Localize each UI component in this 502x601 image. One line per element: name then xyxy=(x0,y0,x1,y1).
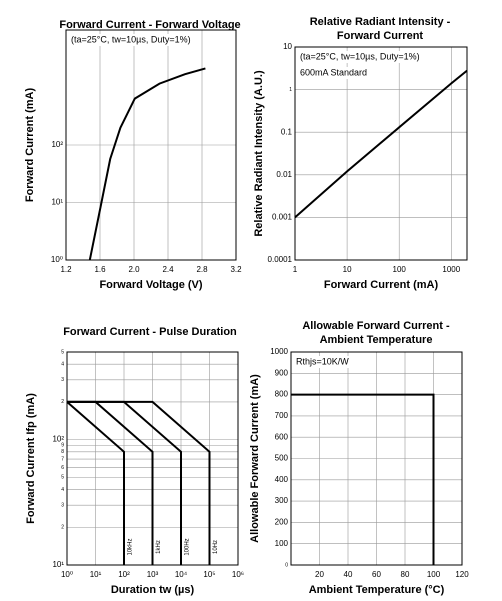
x-tick-label: 120 xyxy=(455,570,469,579)
y-axis-label: Forward Current (mA) xyxy=(24,88,36,203)
annotation-bg xyxy=(293,356,352,368)
x-tick-label: 10³ xyxy=(147,570,159,579)
x-axis-label: Ambient Temperature (°C) xyxy=(309,584,445,596)
x-tick-label: 20 xyxy=(315,570,324,579)
x-axis-label: Forward Current (mA) xyxy=(324,279,439,291)
y-tick-label: 10⁰ xyxy=(51,255,63,264)
y-tick-label: 8 xyxy=(61,449,64,455)
series-label: 10kHz xyxy=(128,538,134,555)
data-line xyxy=(88,67,206,261)
plot-frame xyxy=(65,29,237,261)
y-tick-label: 200 xyxy=(275,518,289,527)
y-tick-label: 0.1 xyxy=(281,127,293,136)
y-tick-label: 1 xyxy=(289,87,292,93)
data-line xyxy=(67,400,211,565)
y-tick-label: 3 xyxy=(61,377,64,383)
y-tick-label: 10² xyxy=(52,435,64,444)
y-tick-label: 10¹ xyxy=(52,560,64,569)
data-line xyxy=(67,400,154,565)
data-line xyxy=(294,69,468,219)
y-tick-label: 0.001 xyxy=(272,213,293,222)
data-line xyxy=(291,393,435,565)
x-axis-label: Duration tw (µs) xyxy=(111,584,195,596)
y-tick-label: 10² xyxy=(51,140,63,149)
x-tick-label: 1 xyxy=(293,265,298,274)
y-tick-label: 300 xyxy=(275,496,289,505)
x-axis-label: Forward Voltage (V) xyxy=(99,279,202,291)
x-tick-label: 60 xyxy=(372,570,381,579)
x-tick-label: 10⁰ xyxy=(61,570,73,579)
chart-title: Ambient Temperature xyxy=(320,334,433,346)
y-tick-label: 800 xyxy=(275,390,289,399)
y-tick-label: 4 xyxy=(61,487,64,493)
y-tick-label: 10 xyxy=(283,42,292,51)
data-line xyxy=(66,401,125,565)
x-tick-label: 10⁴ xyxy=(175,570,188,579)
x-tick-label: 2.8 xyxy=(196,265,208,274)
y-axis-label: Allowable Forward Current (mA) xyxy=(249,374,261,543)
plot-frame xyxy=(290,351,463,566)
series-label: 1kHz xyxy=(156,540,162,554)
y-tick-label: 9 xyxy=(61,443,64,449)
series-label: 100Hz xyxy=(185,538,191,555)
x-tick-label: 80 xyxy=(401,570,410,579)
annotation: (ta=25°C, tw=10µs, Duty=1%) xyxy=(71,34,191,44)
x-tick-label: 2.4 xyxy=(162,265,174,274)
x-tick-label: 1.2 xyxy=(60,265,72,274)
annotation: (ta=25°C, tw=10µs, Duty=1%) xyxy=(300,51,420,61)
y-tick-label: 900 xyxy=(275,368,289,377)
y-tick-label: 0 xyxy=(285,562,288,568)
plot-frame xyxy=(294,46,468,261)
y-axis-label: Relative Radiant Intensity (A.U.) xyxy=(253,70,265,237)
y-tick-label: 3 xyxy=(61,503,64,509)
y-tick-label: 6 xyxy=(61,465,64,471)
y-tick-label: 10¹ xyxy=(51,198,63,207)
annotation: Rthjs=10K/W xyxy=(296,356,349,366)
x-tick-label: 2.0 xyxy=(128,265,140,274)
chart-title: Forward Current xyxy=(337,30,424,42)
x-tick-label: 40 xyxy=(344,570,353,579)
y-tick-label: 500 xyxy=(275,454,289,463)
chart-title: Forward Current - Pulse Duration xyxy=(63,326,237,338)
y-tick-label: 4 xyxy=(61,361,64,367)
y-tick-label: 100 xyxy=(275,539,289,548)
x-tick-label: 1.6 xyxy=(94,265,106,274)
x-tick-label: 10² xyxy=(118,570,130,579)
y-tick-label: 2 xyxy=(61,399,64,405)
chart-title: Relative Radiant Intensity - xyxy=(310,16,451,28)
x-tick-label: 10¹ xyxy=(90,570,102,579)
x-tick-label: 1000 xyxy=(442,265,460,274)
y-axis-label: Forward Current Ifp (mA) xyxy=(25,393,37,524)
x-tick-label: 100 xyxy=(393,265,407,274)
annotation-bg xyxy=(297,67,371,79)
y-tick-label: 5 xyxy=(61,475,64,481)
y-tick-label: 5 xyxy=(61,349,64,355)
y-tick-label: 0.01 xyxy=(276,170,292,179)
annotation-bg xyxy=(68,34,194,46)
x-tick-label: 3.2 xyxy=(230,265,242,274)
y-tick-label: 700 xyxy=(275,411,289,420)
x-tick-label: 10⁶ xyxy=(232,570,244,579)
annotation-bg xyxy=(297,51,423,63)
x-tick-label: 10⁵ xyxy=(203,570,215,579)
x-tick-label: 100 xyxy=(427,570,441,579)
y-tick-label: 400 xyxy=(275,475,289,484)
y-tick-label: 0.0001 xyxy=(268,255,293,264)
y-tick-label: 600 xyxy=(275,432,289,441)
series-label: 10Hz xyxy=(213,540,219,554)
x-tick-label: 10 xyxy=(343,265,352,274)
annotation: 600mA Standard xyxy=(300,67,367,77)
y-tick-label: 7 xyxy=(61,456,64,462)
y-tick-label: 2 xyxy=(61,525,64,531)
chart-title: Forward Current - Forward Voltage xyxy=(59,19,240,31)
chart-title: Allowable Forward Current - xyxy=(302,320,450,332)
y-tick-label: 1000 xyxy=(270,347,288,356)
